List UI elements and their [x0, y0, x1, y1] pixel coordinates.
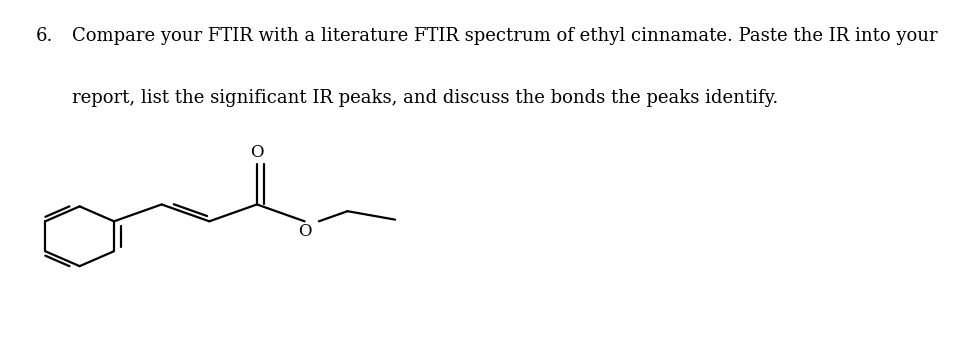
Text: Compare your FTIR with a literature FTIR spectrum of ethyl cinnamate. Paste the : Compare your FTIR with a literature FTIR…: [71, 27, 937, 45]
Text: O: O: [250, 144, 264, 161]
Text: report, list the significant IR peaks, and discuss the bonds the peaks identify.: report, list the significant IR peaks, a…: [71, 89, 778, 107]
Text: O: O: [298, 223, 311, 240]
Text: 6.: 6.: [36, 27, 54, 45]
